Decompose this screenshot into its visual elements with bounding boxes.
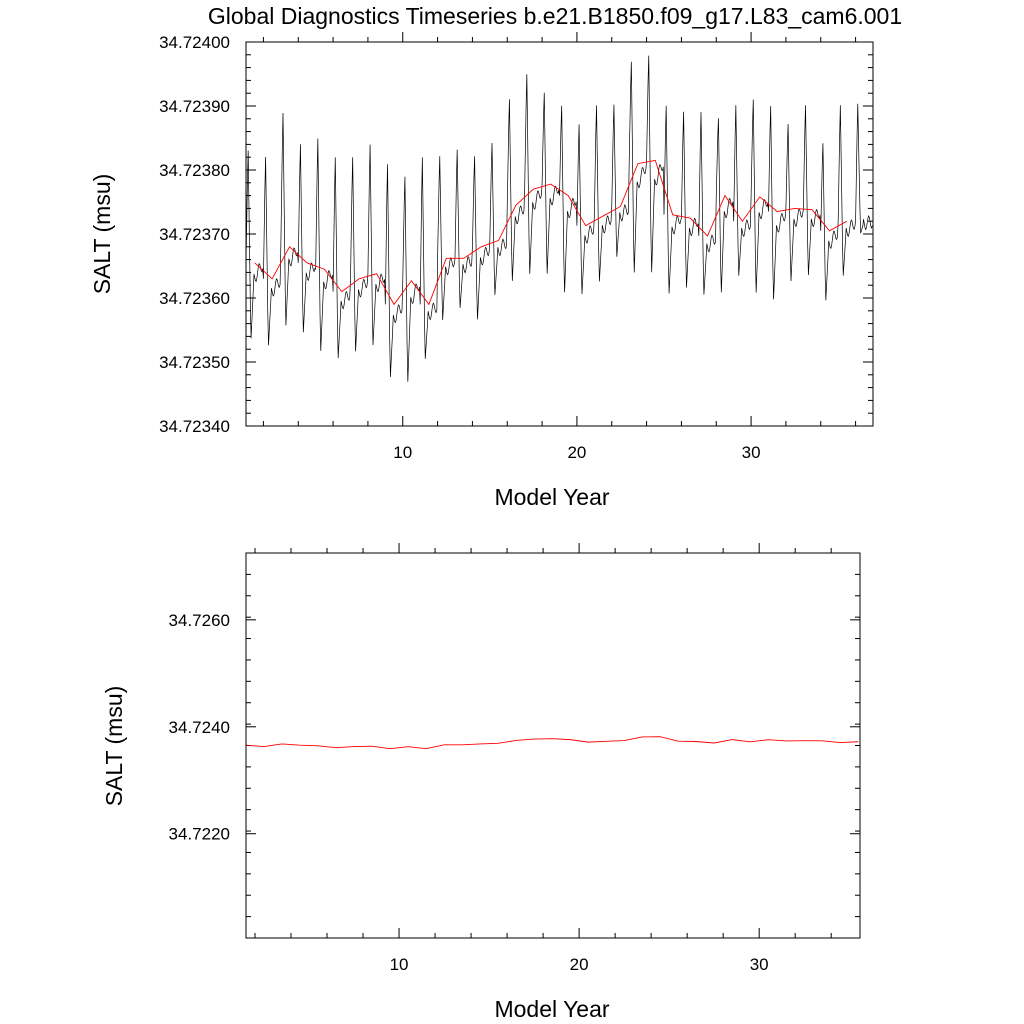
top-x-tick-label: 20 [567,443,586,462]
top-y-tick-label: 34.72400 [159,33,230,52]
figure-title: Global Diagnostics Timeseries b.e21.B185… [208,3,902,29]
top-x-axis-label: Model Year [494,484,609,510]
bottom-x-tick-label: 20 [570,955,589,974]
top-ticks: 34.72340 34.72350 34.72360 34.72370 34.72380… [159,32,873,462]
top-x-tick-label: 10 [393,443,412,462]
bottom-plot-frame [245,552,861,939]
top-y-tick-label: 34.72390 [159,97,230,116]
top-x-tick-label: 30 [742,443,761,462]
bottom-annual-line [245,736,859,750]
top-panel: 34.72340 34.72350 34.72360 34.72370 34.72380… [89,32,874,510]
top-annual-line [254,159,848,306]
top-y-tick-label: 34.72380 [159,161,230,180]
bottom-y-tick-label: 34.7220 [169,825,230,844]
top-y-tick-label: 34.72370 [159,225,230,244]
top-monthly-line [245,55,873,382]
bottom-x-tick-label: 10 [390,955,409,974]
top-annual-series [254,159,848,306]
bottom-annual-series [245,736,859,750]
top-monthly-series [245,55,873,382]
top-plot-frame [245,41,874,427]
bottom-panel: 34.7220 34.7240 34.7260 10 20 30 Model Year S… [101,543,861,1022]
bottom-y-tick-label: 34.7260 [169,611,230,630]
top-y-tick-label: 34.72340 [159,417,230,436]
top-y-axis-label: SALT (msu) [89,174,115,295]
bottom-y-tick-label: 34.7240 [169,718,230,737]
top-y-tick-label: 34.72360 [159,289,230,308]
bottom-ticks: 34.7220 34.7240 34.7260 10 20 30 [169,543,860,974]
bottom-x-axis-label: Model Year [494,996,609,1022]
bottom-x-tick-label: 30 [750,955,769,974]
top-y-tick-label: 34.72350 [159,353,230,372]
bottom-y-axis-label: SALT (msu) [101,686,127,807]
